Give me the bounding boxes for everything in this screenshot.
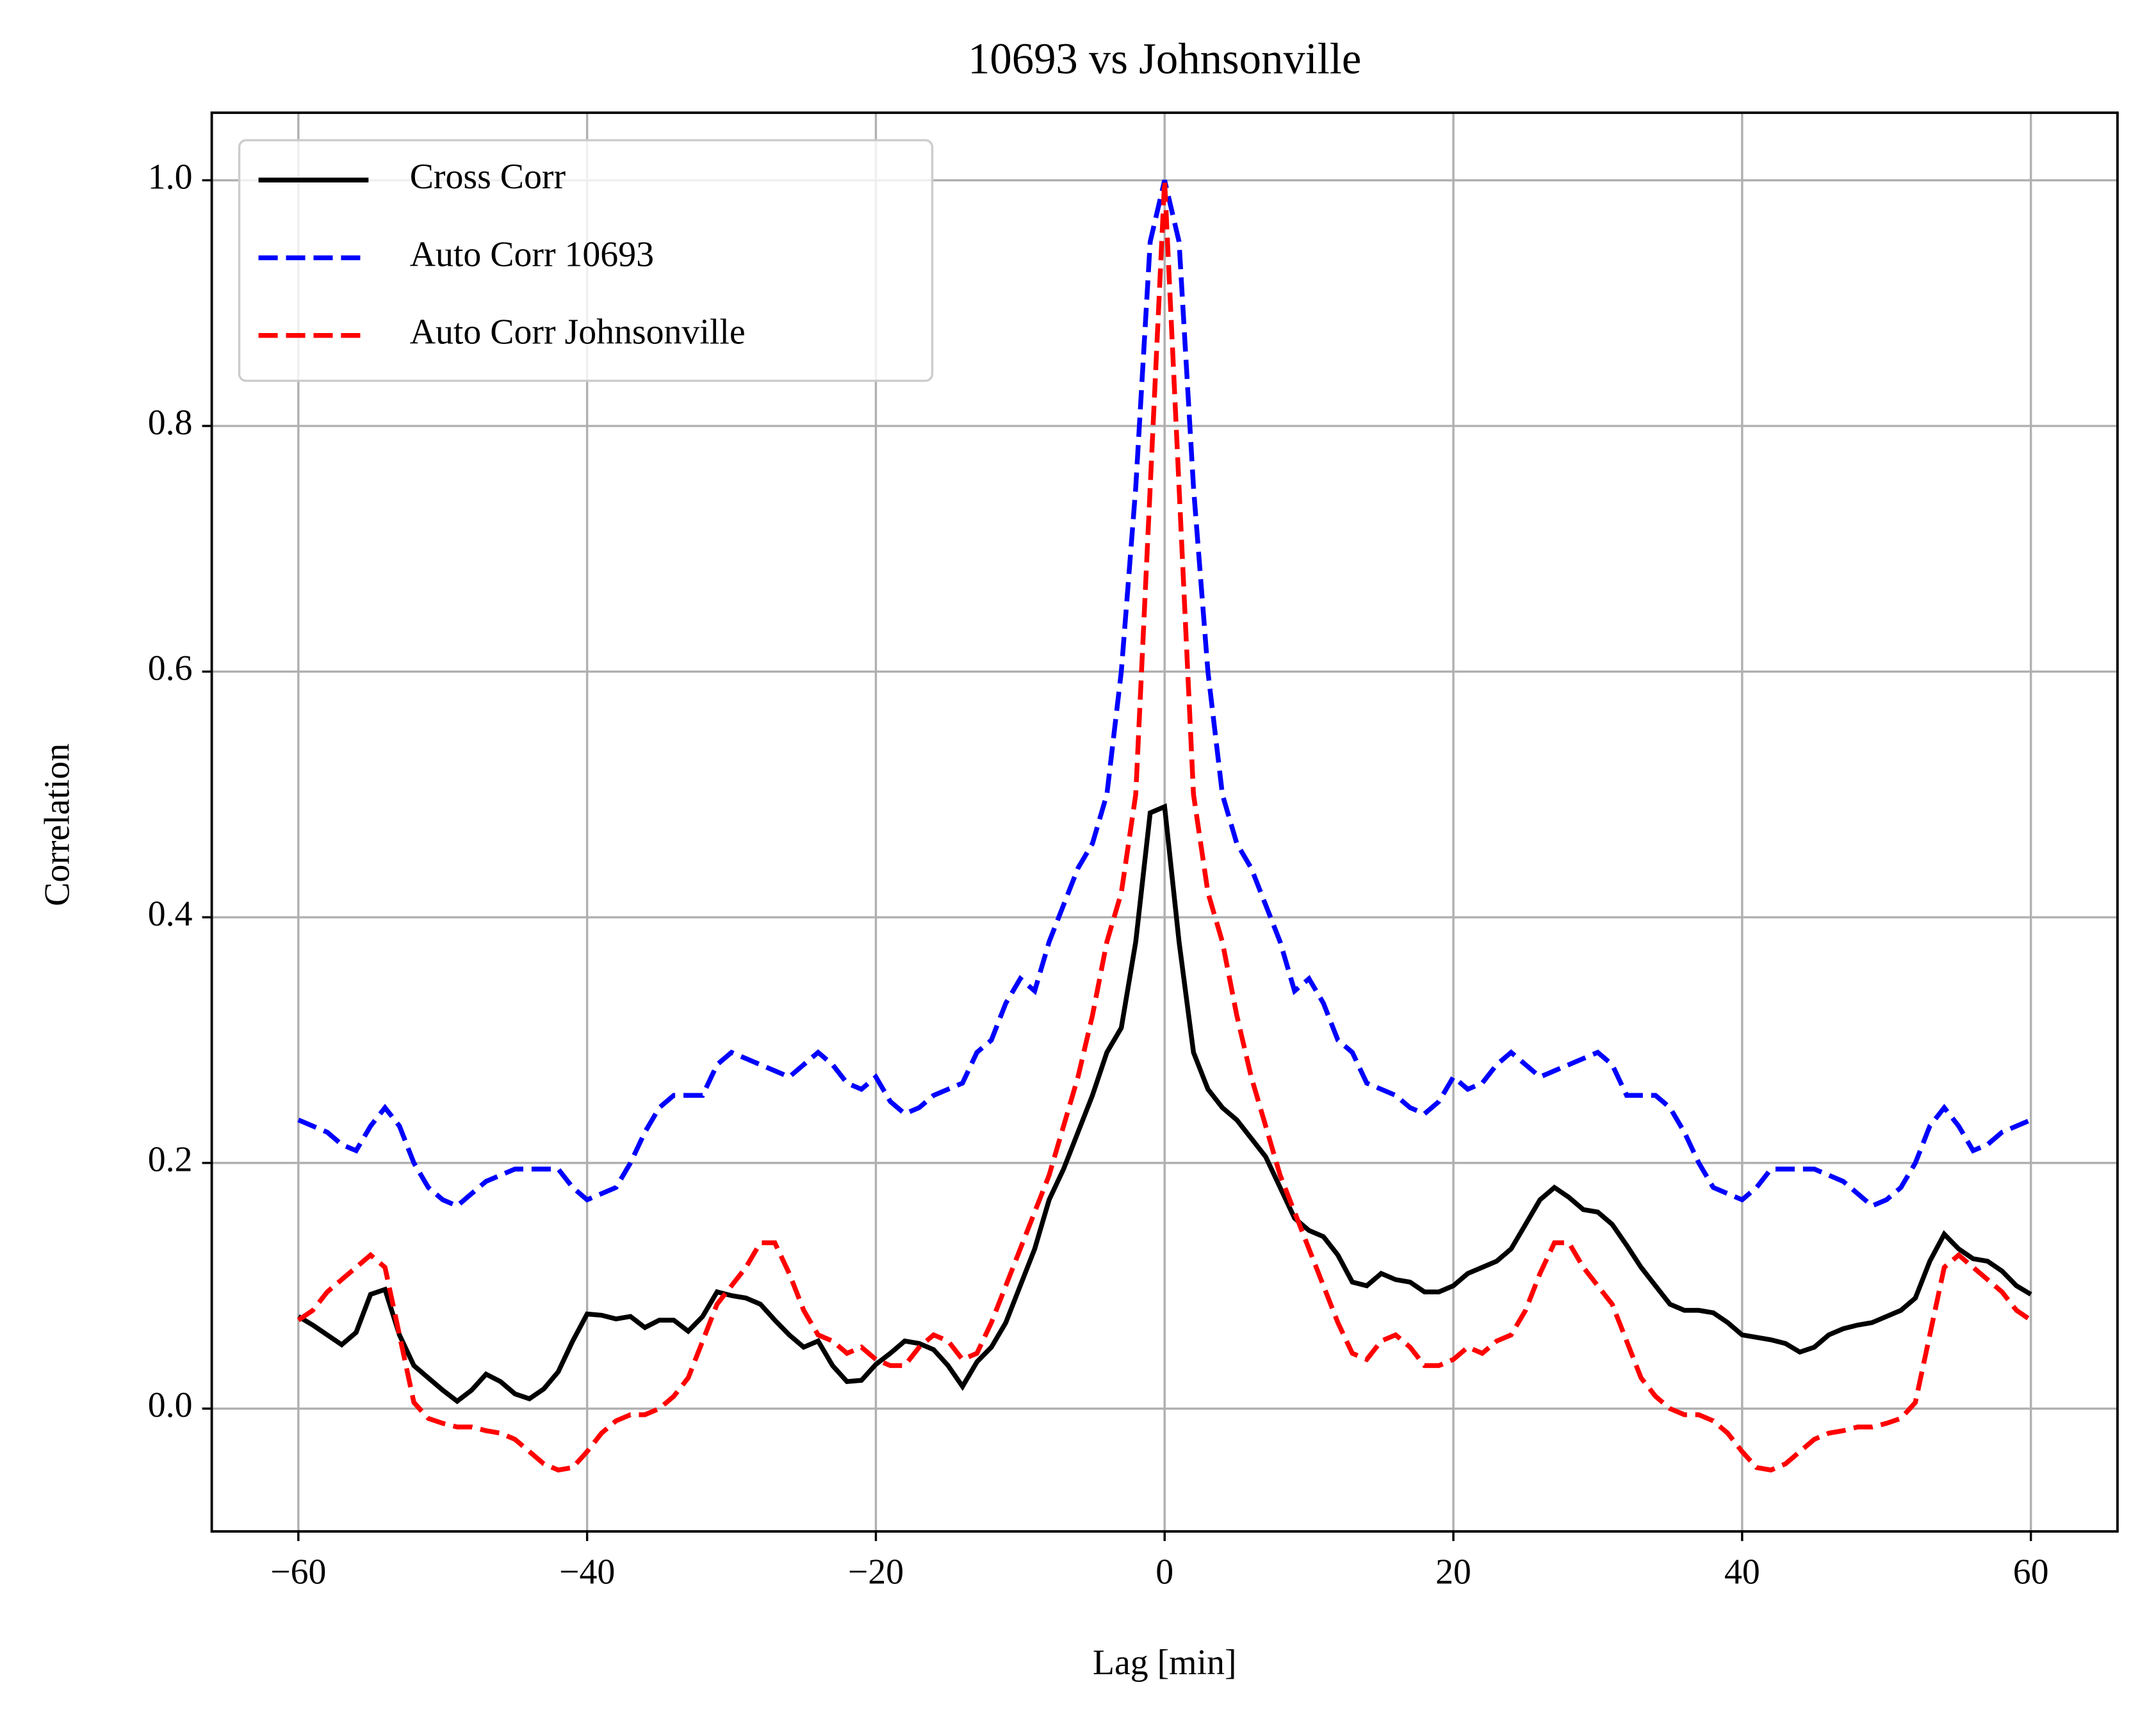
- y-tick-label: 0.8: [148, 403, 193, 443]
- x-axis-label: Lag [min]: [1093, 1643, 1237, 1683]
- series-line: [297, 180, 2032, 1473]
- x-tick-label: 0: [1156, 1553, 1173, 1592]
- chart-title: 10693 vs Johnsonville: [968, 35, 1361, 83]
- y-tick-label: 0.4: [148, 894, 193, 934]
- y-tick-label: 1.0: [148, 157, 193, 197]
- y-tick-label: 0.6: [148, 648, 193, 688]
- x-tick-label: 40: [1724, 1553, 1760, 1592]
- x-tick-label: −40: [559, 1553, 615, 1592]
- x-tick-label: 60: [2013, 1553, 2049, 1592]
- legend-label: Auto Corr Johnsonville: [410, 313, 746, 352]
- legend-label: Auto Corr 10693: [410, 234, 654, 274]
- y-tick-label: 0.2: [148, 1140, 193, 1180]
- x-tick-label: 20: [1435, 1553, 1471, 1592]
- plot-frame: [210, 111, 2119, 1533]
- legend-box: [238, 139, 934, 382]
- y-axis-label: Correlation: [37, 744, 77, 906]
- y-tick-label: 0.0: [148, 1385, 193, 1425]
- series-line: [297, 803, 2032, 1405]
- x-tick-label: −60: [270, 1553, 326, 1592]
- series-line: [297, 179, 2032, 1209]
- legend-label: Cross Corr: [410, 157, 566, 197]
- x-tick-label: −20: [848, 1553, 904, 1592]
